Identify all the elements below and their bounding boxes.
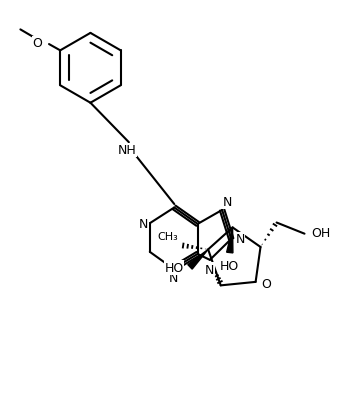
Text: CH₃: CH₃ <box>157 231 178 241</box>
Polygon shape <box>227 228 233 253</box>
Text: N: N <box>235 233 245 246</box>
Text: O: O <box>261 277 271 290</box>
Text: O: O <box>32 37 42 50</box>
Polygon shape <box>188 250 208 270</box>
Text: NH: NH <box>118 144 137 157</box>
Text: HO: HO <box>164 261 184 274</box>
Text: N: N <box>223 196 232 209</box>
Text: HO: HO <box>220 259 239 272</box>
Text: N: N <box>139 217 148 230</box>
Text: N: N <box>205 263 215 276</box>
Text: OH: OH <box>311 227 330 240</box>
Text: N: N <box>169 272 178 285</box>
